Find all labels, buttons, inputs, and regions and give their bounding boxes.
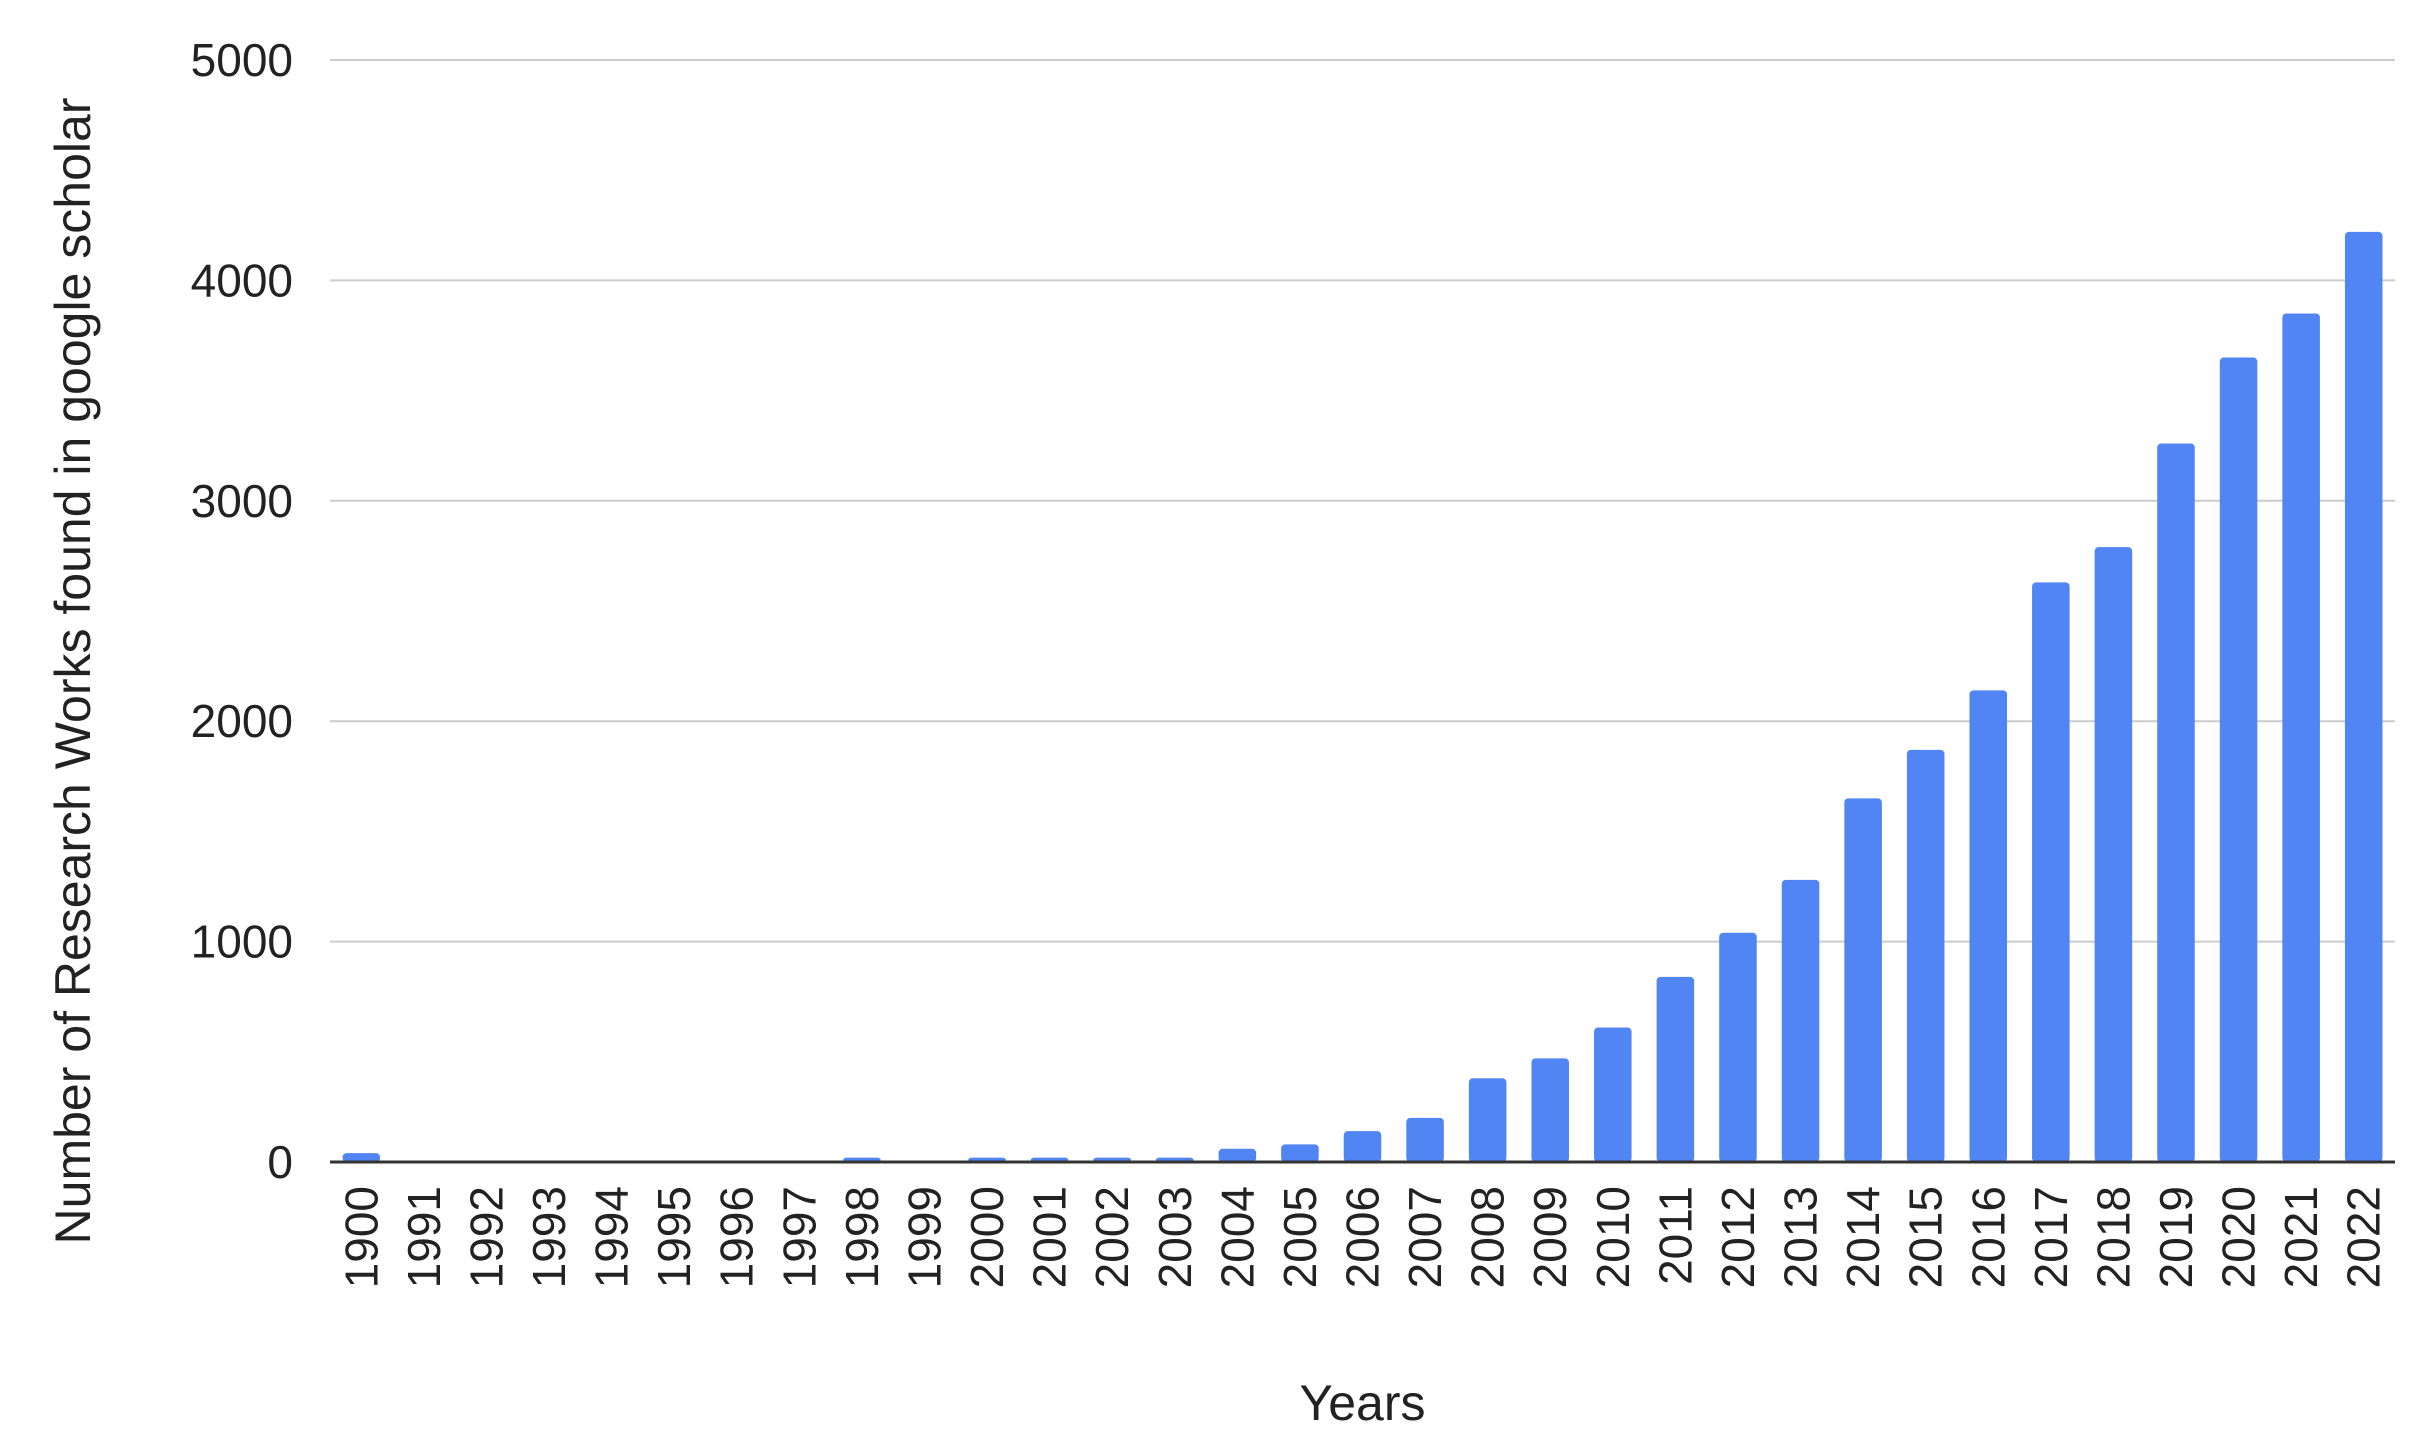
bar-2022	[2344, 231, 2383, 1163]
x-tick-label-1900: 1900	[335, 1186, 387, 1288]
bar-2014	[1844, 798, 1882, 1162]
x-tick-label-2009: 2009	[1524, 1186, 1576, 1288]
x-tick-label-1998: 1998	[836, 1186, 888, 1288]
x-tick-label-2007: 2007	[1399, 1186, 1451, 1288]
bar-2019	[2157, 443, 2195, 1163]
bar-2007	[1406, 1117, 1444, 1162]
x-axis-ticks: 1900 1991 1992 1993 1994 1995 1996 1997 1998 1999…	[335, 1186, 2389, 1288]
x-tick-label-1991: 1991	[398, 1186, 450, 1288]
y-tick-label: 2000	[191, 695, 293, 747]
y-tick-label: 5000	[191, 34, 293, 86]
x-tick-label-2012: 2012	[1712, 1186, 1764, 1288]
bar-2021	[2282, 313, 2320, 1163]
y-axis-ticks: 0 1000 2000 3000 4000 5000	[191, 34, 293, 1188]
x-tick-label-1993: 1993	[523, 1186, 575, 1288]
bar-2020	[2219, 357, 2258, 1162]
x-tick-label-2011: 2011	[1649, 1186, 1701, 1285]
bar-2016	[1969, 690, 2008, 1162]
x-tick-label-2015: 2015	[1900, 1186, 1952, 1288]
gridlines	[330, 59, 2395, 943]
x-tick-label-2003: 2003	[1149, 1186, 1201, 1288]
x-tick-label-2000: 2000	[961, 1186, 1013, 1288]
bar-2015	[1906, 749, 1945, 1162]
x-tick-label-2019: 2019	[2150, 1186, 2202, 1288]
y-axis-title: Number of Research Works found in google…	[45, 98, 101, 1245]
bar-2005	[1281, 1144, 1319, 1162]
bar-2018	[2094, 547, 2133, 1162]
bar-2010	[1594, 1027, 1632, 1162]
bar-2009	[1531, 1058, 1569, 1162]
x-tick-label-2002: 2002	[1086, 1186, 1138, 1288]
x-tick-label-2017: 2017	[2025, 1186, 2077, 1288]
x-tick-label-1997: 1997	[773, 1186, 825, 1288]
bar-2013	[1781, 879, 1820, 1162]
y-tick-label: 1000	[191, 916, 293, 968]
x-tick-label-2014: 2014	[1837, 1186, 1889, 1288]
x-tick-label-2020: 2020	[2213, 1186, 2265, 1288]
y-tick-label: 4000	[191, 254, 293, 306]
x-tick-label-1995: 1995	[648, 1186, 700, 1288]
x-tick-label-2021: 2021	[2275, 1186, 2327, 1288]
x-tick-label-1999: 1999	[898, 1186, 950, 1288]
bar-2006	[1343, 1131, 1382, 1162]
bar-2017	[2032, 582, 2070, 1162]
x-axis-title: Years	[1299, 1375, 1425, 1431]
x-tick-label-2004: 2004	[1211, 1186, 1263, 1288]
bar-2004	[1218, 1148, 1257, 1162]
x-tick-label-1992: 1992	[460, 1186, 512, 1288]
x-tick-label-2008: 2008	[1462, 1186, 1514, 1288]
x-tick-label-2005: 2005	[1274, 1186, 1326, 1288]
y-tick-label: 3000	[191, 475, 293, 527]
x-tick-label-2010: 2010	[1587, 1186, 1639, 1288]
bar-2008	[1468, 1078, 1507, 1162]
x-tick-label-1994: 1994	[586, 1186, 638, 1288]
x-tick-label-2001: 2001	[1024, 1186, 1076, 1288]
x-tick-label-2018: 2018	[2087, 1186, 2139, 1288]
x-tick-label-2016: 2016	[1962, 1186, 2014, 1288]
bar-2012	[1719, 932, 1757, 1162]
bar-2011	[1656, 976, 1695, 1162]
y-tick-label: 0	[267, 1136, 293, 1188]
bar-1900	[342, 1153, 381, 1162]
x-tick-label-1996: 1996	[711, 1186, 763, 1288]
x-tick-label-2006: 2006	[1337, 1186, 1389, 1288]
x-tick-label-2013: 2013	[1775, 1186, 1827, 1288]
bars	[342, 231, 2383, 1163]
x-tick-label-2022: 2022	[2338, 1186, 2390, 1288]
